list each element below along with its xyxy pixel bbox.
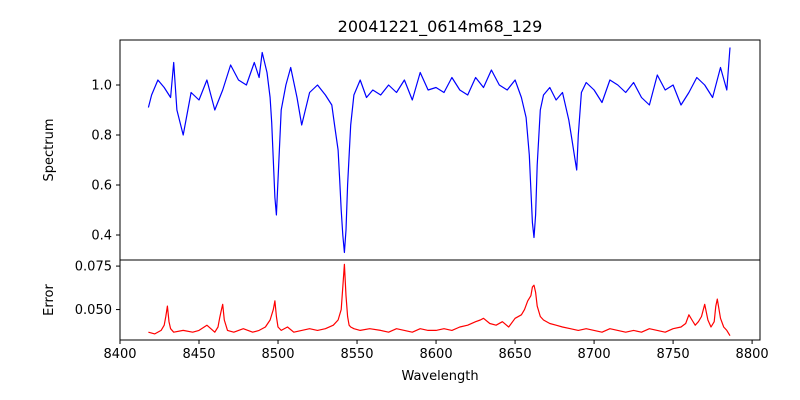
error-y-tick-label: 0.075 xyxy=(75,260,112,275)
error-series-line-0 xyxy=(148,263,731,337)
x-tick-label: 8400 xyxy=(103,347,136,362)
spectrum-series-line-0 xyxy=(147,47,731,254)
x-tick-label: 8800 xyxy=(736,347,769,362)
x-tick-label: 8750 xyxy=(657,347,690,362)
error-y-tick-label: 0.050 xyxy=(75,303,112,318)
x-tick-label: 8650 xyxy=(499,347,532,362)
spectrum-y-tick-label: 0.6 xyxy=(91,179,112,194)
x-axis-label: Wavelength xyxy=(401,369,478,384)
spectrum-y-tick-label: 1.0 xyxy=(91,79,112,94)
error-x-ticks: 8400 8450 8500 8550 8600 8650 8700 8750 8800 xyxy=(103,340,769,362)
x-tick-label: 8600 xyxy=(420,347,453,362)
error-y-axis-label: Error xyxy=(42,284,57,316)
chart-title: 20041221_0614m68_129 xyxy=(338,17,543,37)
error-series-group xyxy=(148,263,731,337)
x-tick-label: 8500 xyxy=(261,347,294,362)
x-tick-label: 8450 xyxy=(182,347,215,362)
spectrum-y-axis-label: Spectrum xyxy=(42,119,57,182)
error-axes-frame xyxy=(119,259,761,341)
spectrum-y-tick-label: 0.8 xyxy=(91,129,112,144)
spectrum-series-group xyxy=(147,47,731,254)
spectrum-y-tick-label: 0.4 xyxy=(91,229,112,244)
x-tick-label: 8550 xyxy=(340,347,373,362)
error-y-ticks: 0.050 0.075 xyxy=(75,260,120,318)
x-tick-label: 8700 xyxy=(578,347,611,362)
spectrum-y-ticks: 0.4 0.6 0.8 1.0 xyxy=(91,79,120,244)
